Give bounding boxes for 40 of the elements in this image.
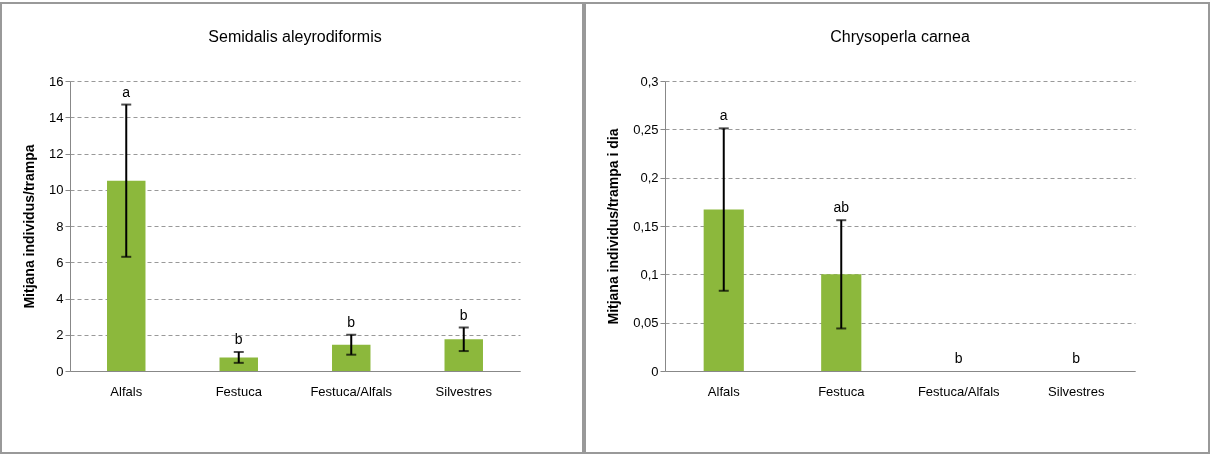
x-tick-label: Alfals [707,383,741,399]
x-tick-label: Festuca [215,383,263,399]
y-tick-label: 0 [651,363,659,379]
y-tick-label: 0,1 [640,266,659,282]
y-tick-label: 0,3 [640,73,659,89]
y-tick-label: 12 [49,146,64,161]
chart-title: Chrysoperla carnea [830,28,970,45]
y-tick-label: 0,05 [633,315,659,331]
x-tick-label: Festuca/Alfals [917,383,1001,399]
y-tick-label: 16 [49,73,64,89]
annotation: b [347,313,356,330]
y-tick-label: 4 [56,291,64,306]
y-tick-label: 8 [56,218,64,234]
annotation: b [459,306,468,323]
x-tick-label: Festuca [818,383,866,399]
annotation: b [954,350,963,366]
y-tick-label: 0,15 [633,218,659,234]
x-tick-label: Alfals [110,383,143,399]
annotation: b [1072,350,1081,366]
annotation: ab [833,199,850,216]
bar [219,357,258,371]
y-axis-title: Mitjana individus/trampa i dia [605,128,622,325]
annotation: b [234,330,243,347]
x-tick-label: Silvestres [435,383,493,399]
x-tick-label: Festuca/Alfals [310,383,393,399]
bar [107,180,146,371]
x-tick-label: Silvestres [1048,383,1105,399]
y-tick-label: 6 [56,254,64,270]
y-tick-label: 0 [56,363,64,379]
annotation: a [122,83,131,100]
y-tick-label: 10 [49,182,64,198]
y-tick-label: 0,2 [640,170,659,186]
bar [332,344,371,371]
bar [444,339,483,371]
chart-title: Semidalis aleyrodiformis [208,28,382,45]
y-tick-label: 0,25 [633,121,659,137]
y-tick-label: 14 [49,109,64,125]
annotation: a [719,107,728,124]
y-tick-label: 2 [56,327,64,343]
y-axis-title: Mitjana individus/trampa [21,144,38,309]
